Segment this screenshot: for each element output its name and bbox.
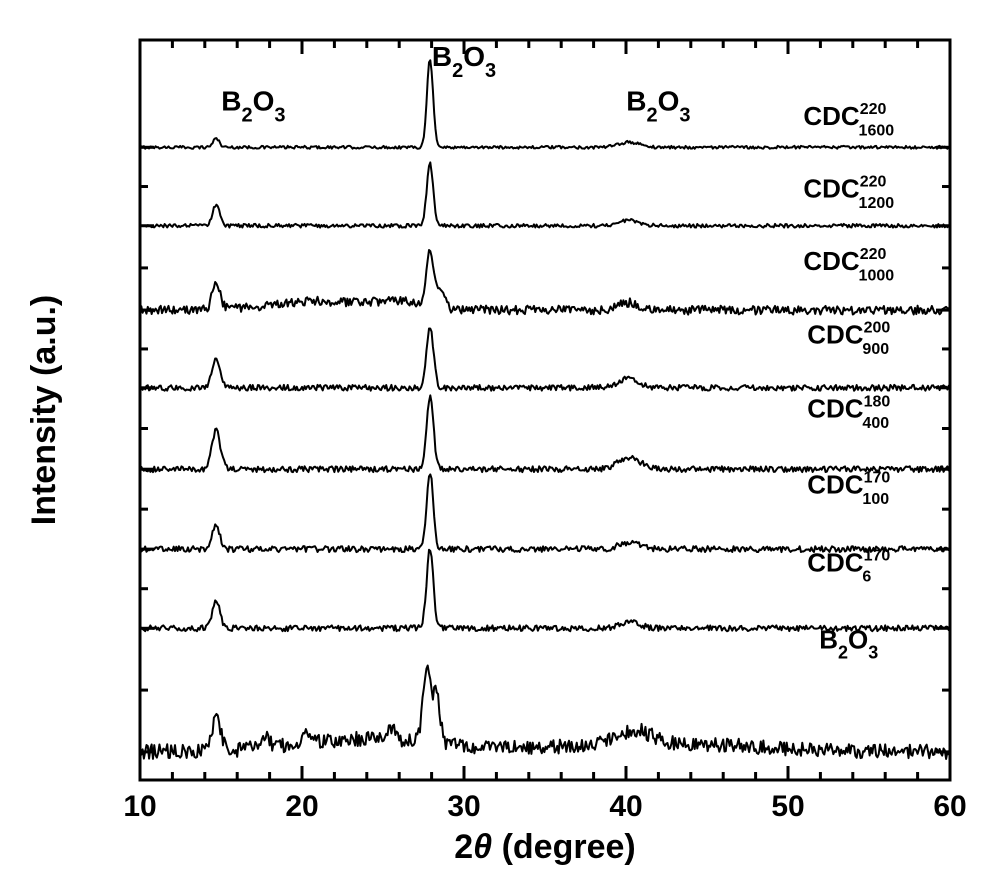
- svg-text:60: 60: [933, 790, 966, 823]
- xrd-chart: 1020304050602θ (degree)Intensity (a.u.)B…: [0, 0, 1000, 885]
- x-axis-label: 2θ (degree): [454, 828, 635, 866]
- y-axis-label: Intensity (a.u.): [25, 295, 63, 525]
- svg-text:30: 30: [447, 790, 480, 823]
- svg-text:2θ (degree): 2θ (degree): [454, 828, 635, 866]
- chart-svg: 1020304050602θ (degree)Intensity (a.u.)B…: [0, 0, 1000, 885]
- svg-text:20: 20: [285, 790, 318, 823]
- svg-text:10: 10: [123, 790, 156, 823]
- svg-text:40: 40: [609, 790, 642, 823]
- svg-text:50: 50: [771, 790, 804, 823]
